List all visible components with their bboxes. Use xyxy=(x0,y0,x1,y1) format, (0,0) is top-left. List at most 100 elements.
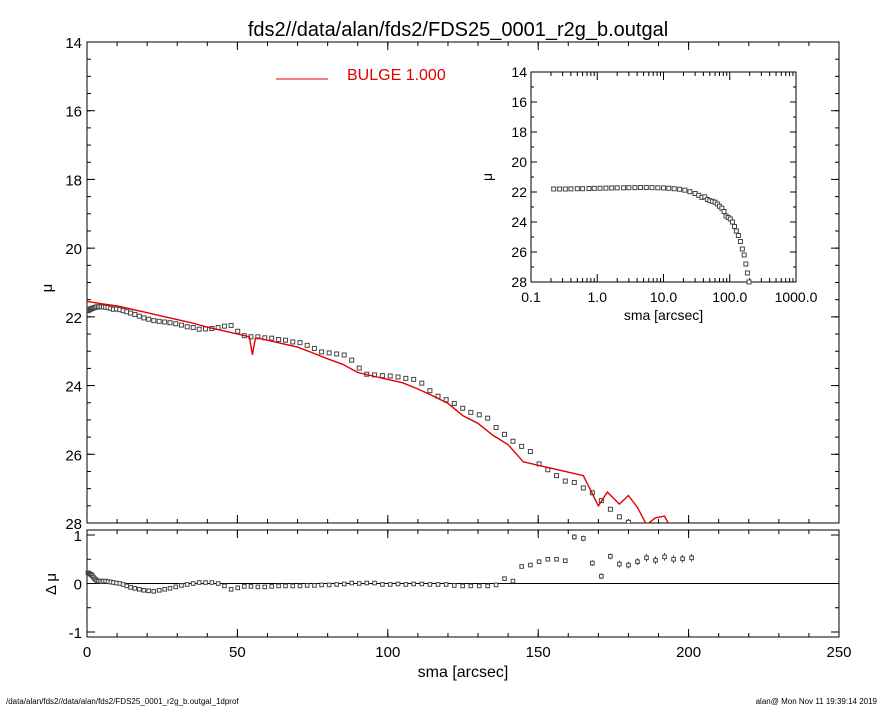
data-point xyxy=(554,473,560,479)
residual-point xyxy=(581,536,586,541)
data-point xyxy=(235,328,241,334)
data-point xyxy=(311,345,317,351)
residual-point xyxy=(356,581,362,586)
residual-point xyxy=(599,573,604,579)
data-point xyxy=(681,548,685,552)
data-point xyxy=(136,313,142,319)
residual-point xyxy=(635,559,640,564)
inset-data-point xyxy=(597,185,603,191)
data-point xyxy=(419,380,425,386)
residual-point xyxy=(411,581,416,587)
data-point xyxy=(580,485,586,491)
inset-data-point xyxy=(609,185,615,191)
residual-point xyxy=(590,560,595,566)
data-point xyxy=(283,337,289,343)
data-point xyxy=(476,412,482,418)
data-point xyxy=(151,318,157,324)
residual-point xyxy=(156,587,162,593)
resid-x-tick-label: 50 xyxy=(229,644,246,661)
inset-data-point xyxy=(661,185,666,191)
data-point xyxy=(334,351,340,357)
residual-point xyxy=(380,582,385,587)
data-point xyxy=(562,478,568,484)
residual-point xyxy=(120,582,126,587)
residual-points xyxy=(85,534,694,594)
residual-point xyxy=(502,576,507,581)
data-point xyxy=(387,373,393,379)
y-tick-label: 20 xyxy=(65,241,82,258)
data-point xyxy=(228,322,234,328)
residual-point xyxy=(562,558,568,564)
legend-label: BULGE 1.000 xyxy=(347,67,446,84)
inset-data-point xyxy=(744,270,750,276)
data-point xyxy=(502,431,508,437)
inset-data-point xyxy=(677,186,683,192)
residual-point xyxy=(228,587,234,592)
inset-y-tick-label: 24 xyxy=(511,214,527,230)
inset-data-point xyxy=(746,279,752,285)
residual-point xyxy=(326,582,332,588)
data-point xyxy=(519,443,525,449)
data-point xyxy=(341,352,347,358)
resid-y-tick-label: 1 xyxy=(74,528,82,545)
y-tick-label: 26 xyxy=(65,447,82,464)
residual-point xyxy=(124,583,130,589)
x-axis-label: sma [arcsec] xyxy=(418,664,509,681)
residual-point xyxy=(608,554,613,559)
y-axis-label: μ xyxy=(39,284,56,293)
residual-point xyxy=(167,586,173,591)
data-points xyxy=(87,304,685,552)
residual-point xyxy=(349,580,355,586)
data-point xyxy=(196,326,202,332)
inset-data-points xyxy=(551,185,752,285)
y-tick-label: 24 xyxy=(65,379,82,396)
residual-point xyxy=(387,582,393,587)
inset-data-point xyxy=(557,186,563,192)
data-point xyxy=(184,324,190,330)
residual-point xyxy=(427,582,433,587)
inset-data-point xyxy=(603,185,609,191)
y-tick-label: 16 xyxy=(65,104,82,121)
data-point xyxy=(485,415,491,421)
data-point xyxy=(427,388,433,394)
inset-y-axis-label: μ xyxy=(479,173,495,181)
data-point xyxy=(269,335,275,341)
residual-point xyxy=(662,554,667,560)
inset-data-point xyxy=(732,224,738,229)
residual-point xyxy=(173,584,179,590)
residual-point xyxy=(476,583,482,589)
inset-data-point xyxy=(586,186,592,192)
residual-point xyxy=(419,581,425,587)
y-tick-label: 18 xyxy=(65,172,82,189)
residual-point xyxy=(571,534,577,540)
data-point xyxy=(443,397,449,403)
inset-data-point xyxy=(702,194,708,200)
data-point xyxy=(290,339,296,345)
resid-x-tick-label: 200 xyxy=(676,644,701,661)
inset-data-point xyxy=(687,189,693,195)
data-point xyxy=(297,340,303,346)
residual-point xyxy=(283,583,288,589)
data-point xyxy=(326,350,332,356)
inset-data-point xyxy=(671,186,677,192)
y-tick-label: 22 xyxy=(65,310,82,327)
inset-y-tick-label: 28 xyxy=(511,274,527,290)
residual-point xyxy=(137,587,142,592)
data-point xyxy=(156,318,162,324)
data-point xyxy=(178,322,184,328)
residual-point xyxy=(255,584,261,590)
inset-data-point xyxy=(632,185,638,191)
resid-x-tick-label: 0 xyxy=(83,644,91,661)
inset-data-point xyxy=(735,233,741,238)
y-tick-label: 14 xyxy=(65,35,82,52)
inset-data-point xyxy=(591,185,597,191)
residual-point xyxy=(222,583,227,589)
residual-point xyxy=(653,557,658,563)
data-point xyxy=(190,325,196,331)
residual-point xyxy=(334,582,339,587)
data-point xyxy=(124,309,130,315)
data-point xyxy=(395,374,401,380)
inset-y-tick-label: 22 xyxy=(511,184,527,200)
inset-data-point xyxy=(574,186,580,192)
